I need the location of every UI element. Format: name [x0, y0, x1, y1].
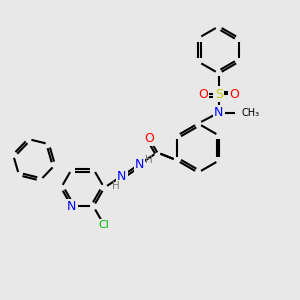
Text: CH₃: CH₃: [241, 108, 260, 118]
Text: Cl: Cl: [99, 220, 110, 230]
Text: H: H: [146, 155, 153, 165]
Text: N: N: [135, 158, 144, 171]
Text: N: N: [67, 200, 76, 213]
Text: O: O: [144, 132, 154, 145]
Text: O: O: [230, 88, 239, 100]
Text: H: H: [112, 181, 120, 191]
Text: N: N: [117, 169, 127, 182]
Text: S: S: [215, 88, 223, 100]
Text: N: N: [214, 106, 224, 119]
Text: O: O: [198, 88, 208, 100]
